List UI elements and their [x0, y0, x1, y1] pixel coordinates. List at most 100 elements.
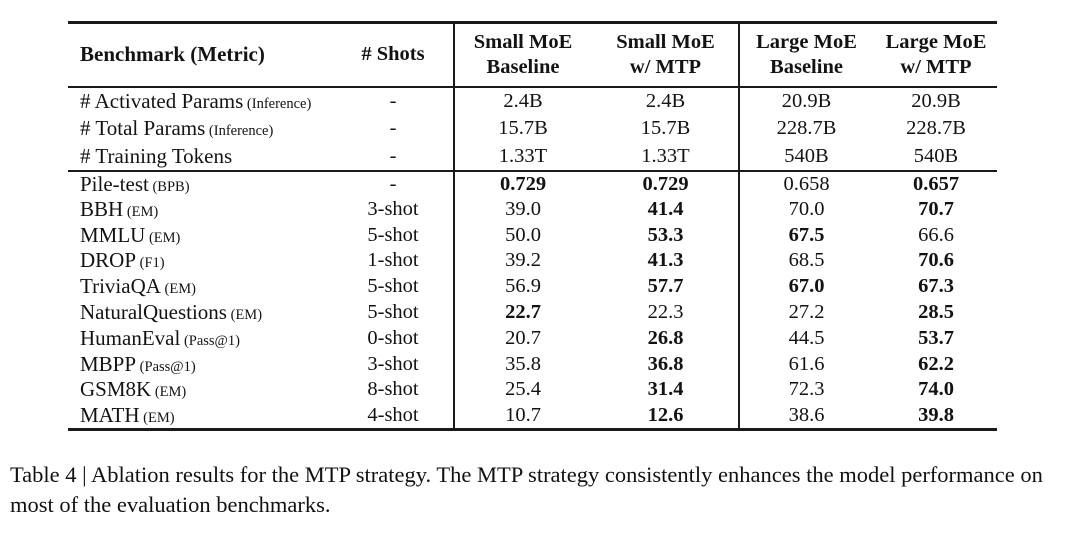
shots-cell: 0-shot: [367, 326, 419, 349]
value-cell: 15.7B: [640, 117, 691, 139]
benchmark-name-cell: # Activated Params (Inference): [68, 87, 333, 115]
table-caption: Table 4 | Ablation results for the MTP s…: [10, 462, 1043, 517]
metric-label: (EM): [145, 229, 181, 246]
value-cell: 28.5: [918, 301, 954, 324]
table-row: MBPP (Pass@1) 3-shot 35.8 36.8 61.6 62.2: [68, 351, 997, 377]
value-cell: 15.7B: [498, 117, 548, 139]
value-cell: 68.5: [788, 249, 825, 272]
shots-cell: -: [389, 117, 397, 139]
column-header-large-moe-baseline: Large MoE Baseline: [738, 23, 875, 87]
value-cell: 70.0: [788, 197, 825, 220]
value-cell: 22.3: [647, 301, 684, 324]
column-divider: [738, 21, 740, 431]
table-row: BBH (EM) 3-shot 39.0 41.4 70.0 70.7: [68, 197, 997, 223]
table-row: Pile-test (BPB) - 0.729 0.729 0.658 0.657: [68, 171, 997, 197]
benchmark-name: MBPP: [80, 351, 137, 376]
shots-cell: -: [389, 89, 397, 112]
metric-label: (EM): [151, 384, 187, 401]
shots-cell: 1-shot: [367, 249, 419, 272]
column-header-large-moe-mtp: Large MoE w/ MTP: [875, 23, 997, 87]
value-cell: 41.3: [647, 249, 684, 272]
header-line: Baseline: [486, 55, 560, 78]
metric-label: (EM): [123, 203, 159, 220]
table-row: HumanEval (Pass@1) 0-shot 20.7 26.8 44.5 53.7: [68, 325, 997, 351]
value-cell: 35.8: [505, 352, 541, 375]
benchmark-name: DROP: [80, 248, 137, 273]
value-cell: 67.5: [788, 223, 825, 246]
benchmark-name: NaturalQuestions: [80, 300, 227, 325]
table-row: NaturalQuestions (EM) 5-shot 22.7 22.3 27.2 2…: [68, 300, 997, 326]
value-cell: 2.4B: [645, 89, 686, 112]
metric-label: (Pass@1): [180, 332, 240, 349]
benchmark-name-cell: HumanEval (Pass@1): [68, 325, 333, 351]
header-line: w/ MTP: [629, 55, 702, 78]
value-cell: 62.2: [918, 352, 954, 375]
benchmark-name: Pile-test: [80, 171, 149, 196]
table-row: # Training Tokens - 1.33T 1.33T 540B 540B: [68, 143, 997, 171]
metric-label: (BPB): [148, 178, 190, 195]
shots-cell: 5-shot: [367, 275, 419, 298]
value-cell: 53.7: [918, 326, 954, 349]
value-cell: 56.9: [505, 275, 541, 298]
table-row: MMLU (EM) 5-shot 50.0 53.3 67.5 66.6: [68, 222, 997, 248]
benchmark-name-cell: MBPP (Pass@1): [68, 351, 333, 377]
benchmark-name-cell: NaturalQuestions (EM): [68, 300, 333, 326]
benchmark-name-cell: # Total Params (Inference): [68, 115, 333, 143]
value-cell: 540B: [913, 144, 959, 167]
shots-cell: -: [389, 144, 397, 167]
shots-cell: 5-shot: [367, 223, 419, 246]
value-cell: 25.4: [505, 378, 541, 401]
benchmark-name: MMLU: [80, 222, 146, 247]
benchmark-name: BBH: [80, 196, 124, 221]
benchmark-name: HumanEval: [80, 325, 181, 350]
column-header-small-moe-baseline: Small MoE Baseline: [453, 23, 593, 87]
value-cell: 74.0: [918, 378, 954, 401]
column-header-shots: # Shots: [361, 43, 425, 66]
results-table: Benchmark (Metric) # Shots Small MoE Bas…: [68, 21, 997, 431]
shots-cell: 3-shot: [367, 197, 419, 220]
benchmark-name: # Training Tokens: [80, 143, 233, 168]
value-cell: 31.4: [647, 378, 684, 401]
column-divider: [453, 21, 455, 431]
value-cell: 44.5: [788, 326, 825, 349]
value-cell: 0.657: [912, 172, 960, 195]
value-cell: 67.3: [918, 275, 954, 298]
value-cell: 26.8: [647, 326, 684, 349]
column-header-small-moe-mtp: Small MoE w/ MTP: [593, 23, 738, 87]
value-cell: 0.729: [499, 172, 547, 195]
metric-label: (Inference): [205, 123, 274, 139]
benchmark-name: # Total Params: [80, 116, 206, 140]
value-cell: 53.3: [647, 223, 684, 246]
benchmark-name-cell: GSM8K (EM): [68, 377, 333, 403]
header-line: w/ MTP: [900, 55, 972, 78]
metric-label: (Inference): [243, 95, 312, 112]
metric-label: (EM): [226, 307, 263, 324]
value-cell: 39.0: [505, 197, 541, 220]
value-cell: 2.4B: [503, 89, 543, 112]
value-cell: 228.7B: [906, 117, 966, 139]
shots-cell: 4-shot: [367, 403, 419, 426]
table-row: # Total Params (Inference) - 15.7B 15.7B 228…: [68, 115, 997, 143]
shots-cell: 5-shot: [367, 301, 419, 324]
value-cell: 38.6: [788, 403, 825, 426]
value-cell: 50.0: [505, 223, 541, 246]
header-line: Small MoE: [473, 30, 573, 53]
value-cell: 67.0: [788, 275, 825, 298]
benchmark-name-cell: MATH (EM): [68, 403, 333, 430]
table-row: DROP (F1) 1-shot 39.2 41.3 68.5 70.6: [68, 248, 997, 274]
metric-label: (EM): [160, 281, 196, 298]
benchmarks-section: Pile-test (BPB) -0.729 0.729 0.658 0.657 BBH …: [68, 171, 997, 430]
benchmark-name: MATH: [80, 402, 140, 427]
value-cell: 27.2: [788, 301, 825, 324]
value-cell: 12.6: [647, 403, 684, 426]
column-header-benchmark-metric: Benchmark (Metric): [80, 42, 265, 67]
ablation-table: Benchmark (Metric) # Shots Small MoE Bas…: [68, 21, 997, 431]
value-cell: 70.6: [918, 249, 954, 272]
value-cell: 57.7: [647, 275, 684, 298]
value-cell: 39.8: [918, 403, 954, 426]
shots-cell: 3-shot: [367, 352, 419, 375]
table-row: # Activated Params (Inference) - 2.4B 2.4B 2…: [68, 87, 997, 115]
value-cell: 61.6: [788, 352, 825, 375]
value-cell: 20.9B: [781, 89, 832, 112]
